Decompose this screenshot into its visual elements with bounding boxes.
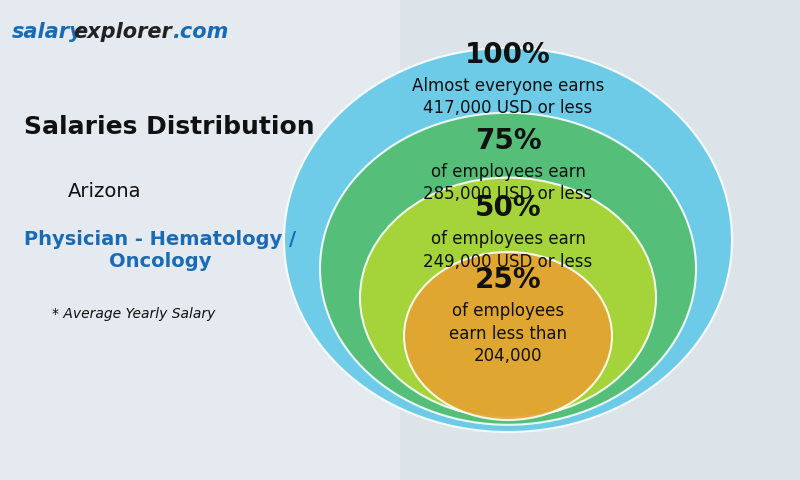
Text: of employees earn
285,000 USD or less: of employees earn 285,000 USD or less	[423, 163, 593, 204]
Text: * Average Yearly Salary: * Average Yearly Salary	[52, 307, 215, 321]
Text: Arizona: Arizona	[68, 182, 142, 202]
Text: of employees earn
249,000 USD or less: of employees earn 249,000 USD or less	[423, 230, 593, 271]
Text: .com: .com	[172, 22, 228, 42]
Ellipse shape	[320, 113, 696, 425]
Text: of employees
earn less than
204,000: of employees earn less than 204,000	[449, 302, 567, 365]
Polygon shape	[0, 0, 400, 480]
Text: 100%: 100%	[465, 41, 551, 69]
Text: Physician - Hematology /
Oncology: Physician - Hematology / Oncology	[24, 230, 296, 271]
Text: 50%: 50%	[474, 194, 542, 222]
Text: Almost everyone earns
417,000 USD or less: Almost everyone earns 417,000 USD or les…	[412, 77, 604, 117]
Text: salary: salary	[12, 22, 84, 42]
Ellipse shape	[404, 252, 612, 420]
Text: explorer: explorer	[74, 22, 172, 42]
Ellipse shape	[284, 48, 732, 432]
Text: 25%: 25%	[474, 266, 542, 294]
Text: Salaries Distribution: Salaries Distribution	[24, 115, 314, 139]
Text: 75%: 75%	[474, 127, 542, 155]
Ellipse shape	[360, 178, 656, 418]
